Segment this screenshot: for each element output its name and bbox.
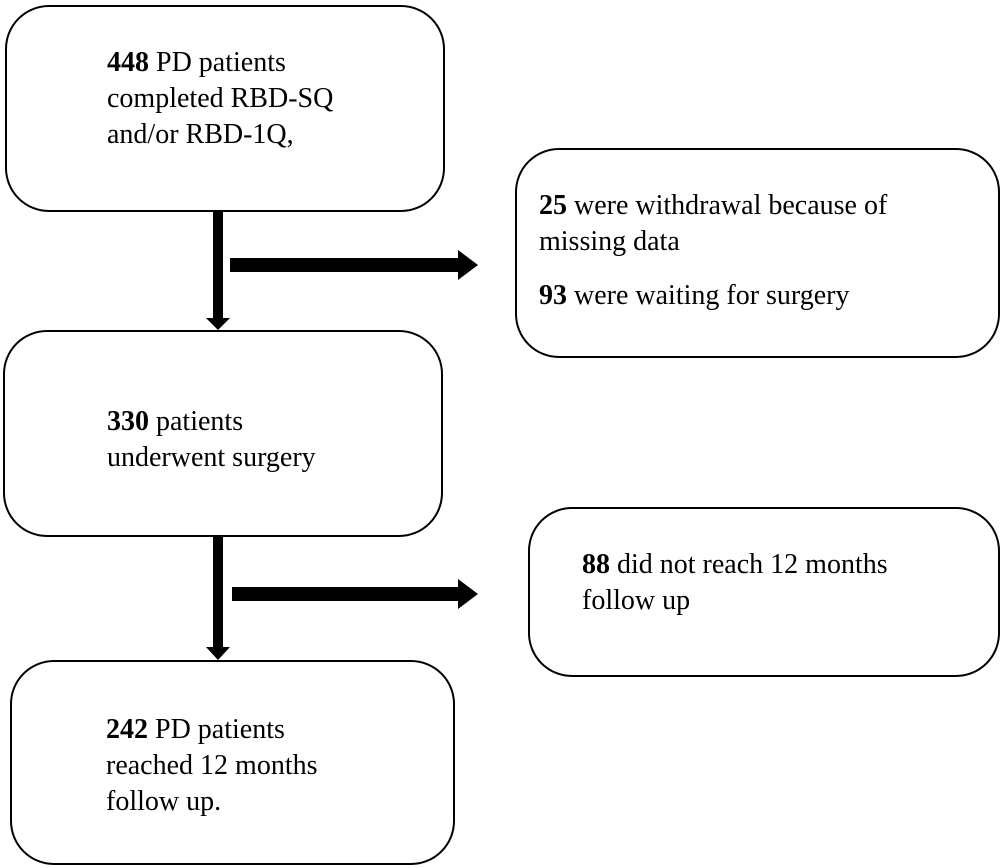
surgery-text: 330 patients underwent surgery [107, 404, 316, 476]
missing-data-count: 25 [539, 190, 567, 221]
surgery-line-1: patients [149, 406, 244, 437]
missing-data-line-2: missing data [539, 226, 680, 257]
final-text: 242 PD patients reached 12 months follow… [106, 712, 318, 820]
excluded-first-text: 25 were withdrawal because of missing da… [539, 188, 887, 314]
surgery-box: 330 patients underwent surgery [3, 330, 443, 537]
final-line-1: PD patients [148, 714, 285, 745]
excluded-item-waiting-surgery: 93 were waiting for surgery [539, 278, 887, 314]
arrow-down-enrolled-to-surgery [206, 212, 230, 330]
enrolled-line-1: PD patients [149, 47, 286, 78]
missing-data-line-1: were withdrawal because of [567, 190, 888, 221]
surgery-line-2: underwent surgery [107, 442, 316, 473]
arrow-right-to-excluded-first [230, 250, 478, 280]
final-line-2: reached 12 months [106, 750, 318, 781]
arrow-down-surgery-to-final [206, 537, 230, 660]
final-line-3: follow up. [106, 786, 222, 817]
final-box: 242 PD patients reached 12 months follow… [10, 660, 455, 865]
excluded-second-box: 88 did not reach 12 months follow up [528, 507, 1000, 677]
enrolled-count: 448 [107, 47, 149, 78]
not-reached-line-1: did not reach 12 months [610, 549, 888, 580]
arrow-right-to-excluded-second [232, 579, 478, 609]
final-count: 242 [106, 714, 148, 745]
excluded-item-missing-data: 25 were withdrawal because of missing da… [539, 188, 887, 260]
enrolled-box: 448 PD patients completed RBD-SQ and/or … [5, 5, 445, 212]
excluded-second-text: 88 did not reach 12 months follow up [582, 547, 888, 619]
enrolled-line-3: and/or RBD-1Q, [107, 119, 294, 150]
enrolled-text: 448 PD patients completed RBD-SQ and/or … [107, 45, 333, 153]
excluded-first-box: 25 were withdrawal because of missing da… [515, 148, 1000, 358]
not-reached-count: 88 [582, 549, 610, 580]
waiting-surgery-count: 93 [539, 280, 567, 311]
waiting-surgery-line-1: were waiting for surgery [567, 280, 850, 311]
enrolled-line-2: completed RBD-SQ [107, 83, 334, 114]
not-reached-line-2: follow up [582, 585, 691, 616]
surgery-count: 330 [107, 406, 149, 437]
